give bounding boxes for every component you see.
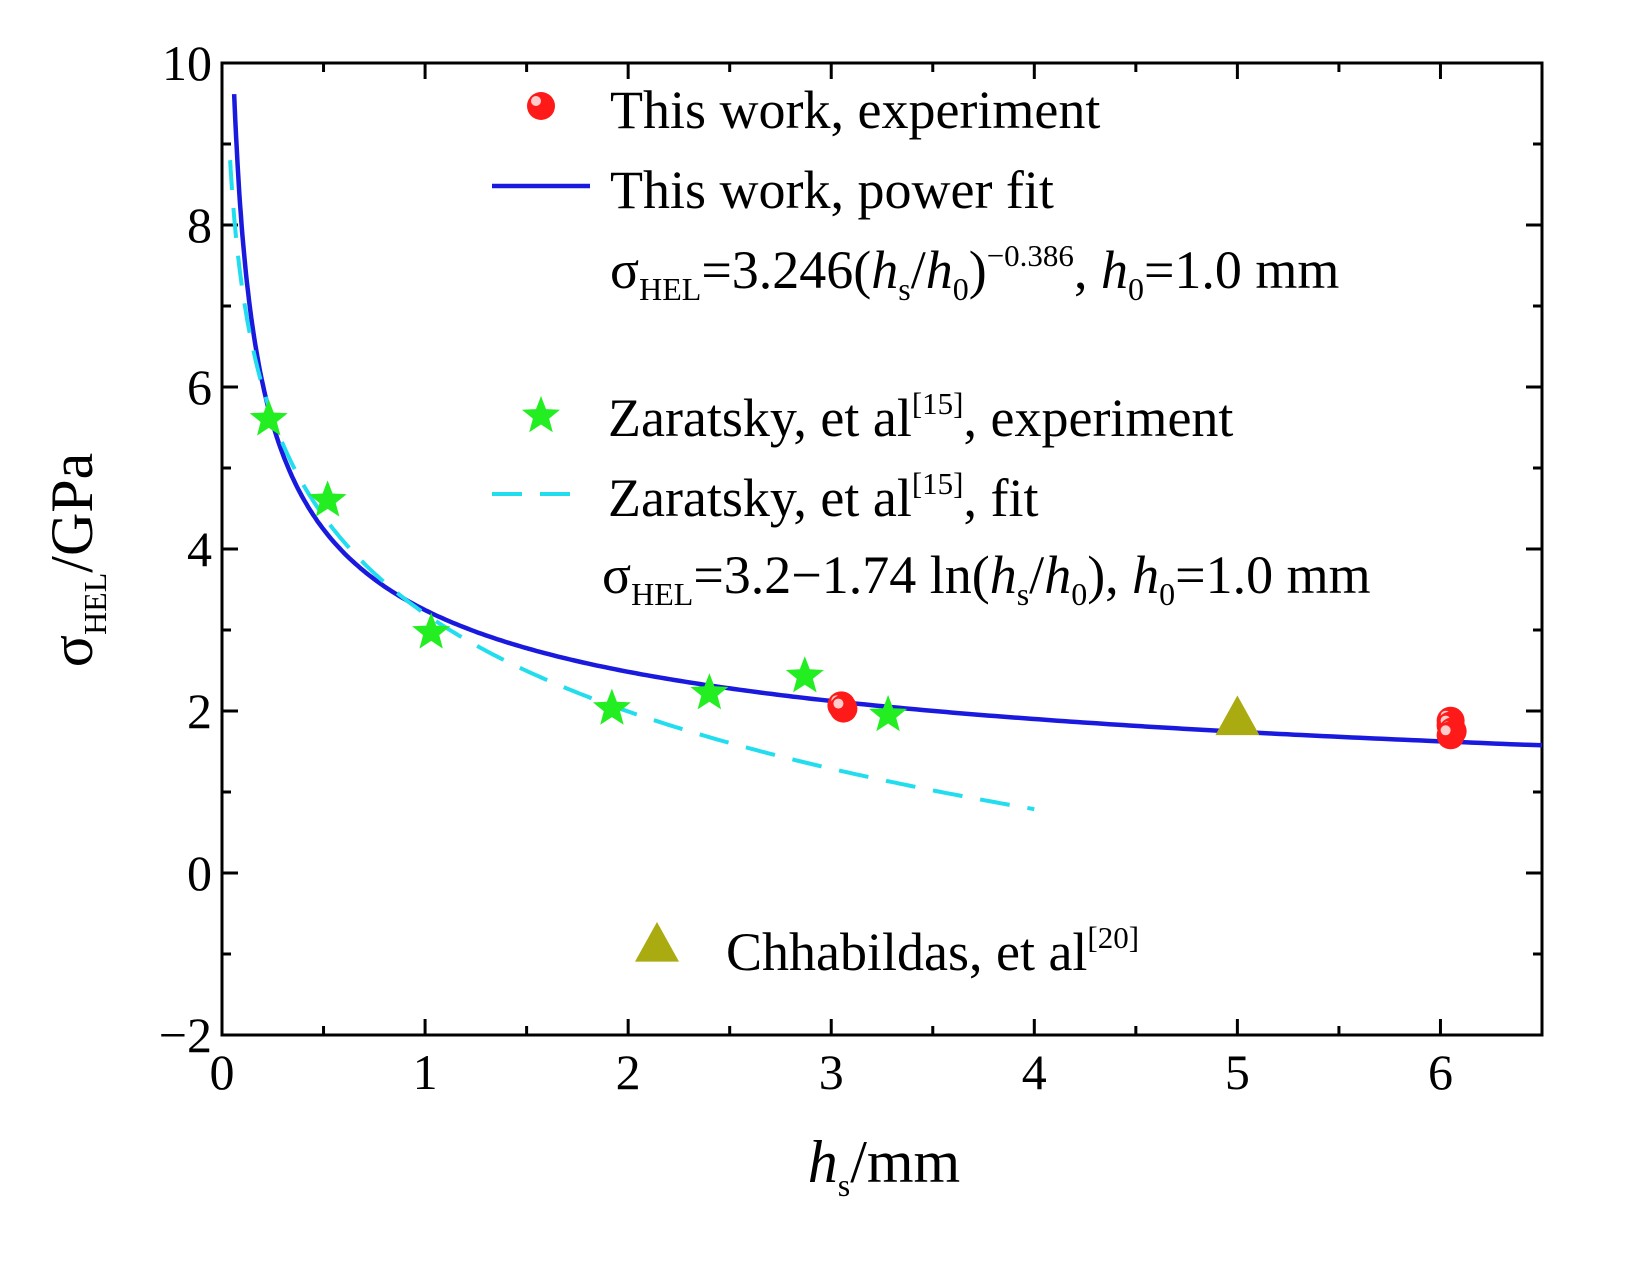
x-tick-label: 2 [616,1044,641,1100]
x-tick-label: 6 [1428,1044,1453,1100]
legend-label: This work, power fit [610,160,1054,220]
axis-titles: hs/mm σHEL/GPa [39,453,960,1203]
star-data-point [412,612,451,649]
power-fit-line [231,94,1543,748]
triangle-data-point [1215,695,1260,736]
x-tick-label: 5 [1225,1044,1250,1100]
legend-item: Zaratsky, et al[15], fit [492,466,1039,528]
x-tick-label: 4 [1022,1044,1047,1100]
legend: This work, experiment This work, power fi… [492,80,1371,982]
legend-item: Chhabildas, et al[20] [635,920,1139,982]
x-tick-label: 0 [210,1044,235,1100]
legend-circle-marker [527,92,555,120]
legend-item: Zaratsky, et al[15], experiment [522,386,1233,448]
legend-star-marker [522,396,560,433]
legend-label: Chhabildas, et al[20] [726,920,1139,982]
legend-triangle-marker [635,922,679,962]
y-tick-label: 6 [187,359,212,415]
legend-item: σHEL=3.246(hs/h0)−0.386, h0=1.0 mm [610,238,1339,307]
axis-ticks [220,61,1544,1037]
star-data-point [785,656,824,693]
star-data-point [690,673,729,710]
x-tick-label: 1 [413,1044,438,1100]
y-tick-label: 10 [162,35,212,91]
circle-data-point [1436,721,1465,750]
x-axis-title: hs/mm [808,1129,960,1203]
star-data-point [592,688,631,725]
legend-label: Zaratsky, et al[15], experiment [608,386,1233,448]
zaratsky-fit-line [228,159,1035,812]
legend-item: This work, experiment [527,80,1100,140]
series-layer [228,94,1543,812]
y-tick-label: 2 [187,683,212,739]
star-data-point [249,399,288,436]
x-tick-label: 3 [819,1044,844,1100]
legend-item: This work, power fit [492,160,1054,220]
legend-label: Zaratsky, et al[15], fit [608,466,1039,528]
y-tick-label: −2 [159,1007,212,1063]
data-points [249,399,1467,750]
circle-data-point [829,694,858,723]
y-axis-title: σHEL/GPa [39,453,113,668]
star-data-point [308,480,347,517]
y-tick-label: 4 [187,521,212,577]
y-tick-label: 8 [187,197,212,253]
legend-formula: σHEL=3.246(hs/h0)−0.386, h0=1.0 mm [610,238,1339,307]
y-tick-label: 0 [187,845,212,901]
fit-lines [228,94,1543,812]
legend-item: σHEL=3.2−1.74 ln(hs/h0), h0=1.0 mm [602,545,1371,612]
legend-formula: σHEL=3.2−1.74 ln(hs/h0), h0=1.0 mm [602,545,1371,612]
star-data-point [869,695,908,732]
legend-label: This work, experiment [610,80,1100,140]
